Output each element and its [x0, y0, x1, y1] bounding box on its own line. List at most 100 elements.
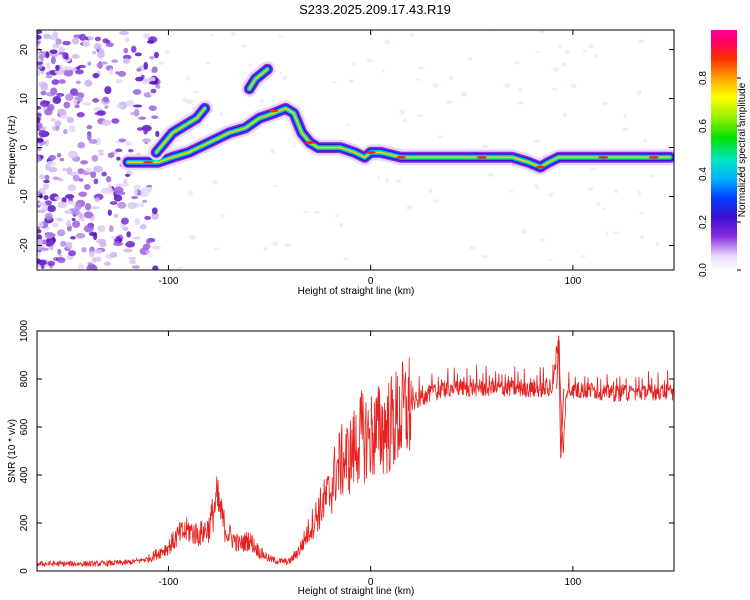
noise-blob	[37, 138, 44, 143]
noise-blob	[41, 239, 48, 245]
noise-blob	[57, 248, 62, 255]
noise-blob	[138, 116, 147, 120]
noise-blob	[648, 174, 655, 178]
spectrogram-ytick-label: 0	[19, 144, 30, 150]
noise-blob	[87, 133, 92, 141]
noise-blob	[47, 260, 56, 267]
snr-xtick-label: -100	[158, 577, 178, 588]
noise-blob	[134, 217, 140, 226]
noise-blob	[78, 178, 84, 182]
noise-blob	[41, 141, 47, 145]
noise-blob	[143, 61, 148, 70]
noise-blob	[126, 231, 131, 238]
colorbar-gradient	[711, 30, 737, 270]
colorbar-tick-label: 0.4	[698, 167, 709, 181]
noise-blob	[72, 220, 81, 228]
noise-blob	[146, 252, 153, 258]
noise-blob	[81, 101, 92, 106]
snr-ytick-label: 0	[19, 568, 30, 574]
spectral-ridge-upper	[155, 107, 206, 154]
spectral-ridge-main	[127, 107, 671, 168]
spectral-ridge-isolated	[248, 68, 269, 90]
noise-blob	[139, 224, 147, 230]
noise-blob	[230, 32, 236, 36]
noise-blob	[551, 88, 558, 91]
noise-blob	[533, 184, 539, 189]
noise-blob	[570, 83, 577, 89]
noise-blob	[52, 95, 62, 104]
noise-blob	[47, 103, 55, 112]
noise-blob	[37, 121, 43, 130]
noise-blob	[588, 187, 594, 191]
noise-blob	[56, 152, 62, 158]
noise-blob	[46, 62, 51, 70]
snr-ytick-label: 200	[19, 514, 30, 531]
spectral-peak	[396, 155, 406, 159]
noise-blob	[192, 91, 199, 94]
noise-blob	[272, 184, 278, 188]
noise-blob	[66, 200, 75, 205]
noise-blob	[503, 83, 511, 88]
noise-blob	[143, 128, 148, 135]
noise-blob	[115, 79, 123, 84]
noise-blob	[155, 130, 160, 138]
noise-blob	[416, 114, 424, 118]
noise-blob	[86, 124, 93, 130]
noise-blob	[540, 238, 545, 242]
noise-blob	[96, 62, 104, 69]
noise-blob	[104, 86, 112, 95]
noise-blob	[94, 36, 102, 42]
spectral-peak	[305, 141, 315, 145]
noise-blob	[144, 215, 152, 220]
noise-blob	[52, 176, 60, 180]
noise-blob	[623, 113, 627, 118]
noise-blob	[121, 182, 129, 187]
noise-blob	[612, 231, 619, 234]
noise-blob	[596, 202, 601, 206]
noise-blob	[605, 231, 609, 236]
noise-blob	[145, 238, 151, 245]
noise-blob	[637, 90, 642, 96]
noise-blob	[132, 104, 143, 108]
noise-blob	[643, 138, 648, 143]
noise-blob	[63, 68, 74, 77]
spectrogram-ytick-label: 20	[19, 44, 30, 56]
noise-blob	[125, 240, 136, 248]
spectral-peak	[535, 165, 546, 169]
noise-blob	[510, 190, 514, 193]
noise-blob	[278, 35, 284, 38]
spectrogram-xtick-label: -100	[158, 276, 178, 287]
noise-blob	[133, 236, 141, 240]
noise-blob	[55, 64, 60, 72]
noise-blob	[129, 259, 136, 265]
noise-blob	[75, 232, 86, 239]
noise-blob	[279, 71, 283, 75]
noise-blob	[54, 120, 62, 127]
noise-blob	[136, 67, 142, 72]
noise-blob	[43, 179, 50, 184]
noise-blob	[102, 96, 109, 103]
noise-blob	[51, 223, 60, 228]
noise-blob	[110, 235, 117, 240]
noise-blob	[481, 145, 489, 149]
noise-blob	[116, 104, 124, 109]
noise-blob	[47, 239, 55, 247]
spectrogram-ylabel: Frequency (Hz)	[7, 116, 18, 185]
noise-blob	[87, 36, 95, 41]
noise-blob	[469, 245, 476, 250]
noise-blob	[123, 47, 129, 54]
noise-blob	[637, 190, 642, 196]
noise-blob	[116, 156, 121, 161]
noise-blob	[533, 139, 541, 143]
noise-blob	[212, 179, 218, 185]
colorbar: 0.0 0.2 0.4 0.6 0.8 Normalized spectral ampl…	[698, 30, 748, 277]
snr-frame	[36, 330, 675, 572]
noise-blob	[91, 154, 99, 162]
noise-blob	[351, 61, 356, 66]
noise-blob	[97, 50, 105, 59]
noise-blob	[164, 50, 171, 55]
noise-blob	[115, 71, 120, 75]
noise-blob	[37, 105, 42, 110]
spectrogram-xtick-label: 100	[565, 276, 582, 287]
